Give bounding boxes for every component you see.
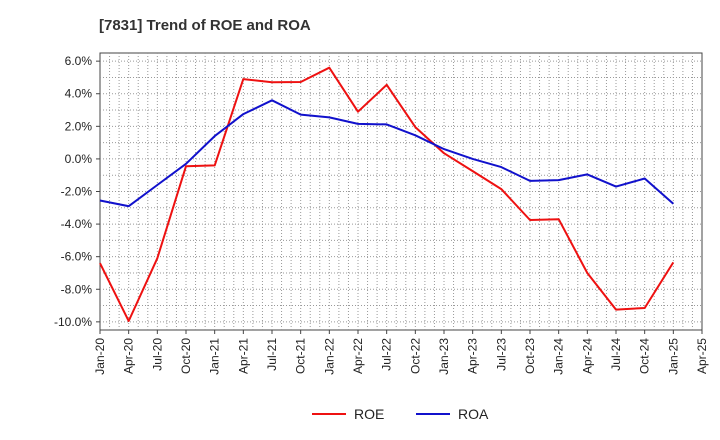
- legend-label-roe: ROE: [354, 406, 384, 422]
- x-tick-label: Oct-22: [408, 338, 422, 374]
- x-tick-label: Jan-24: [552, 338, 566, 375]
- legend: ROE ROA: [312, 406, 489, 422]
- x-axis-ticks: Jan-20 Apr-20 Jul-20 Oct-20 Jan-21 Apr-21 Jul-…: [93, 330, 709, 375]
- x-tick-label: Apr-20: [122, 338, 136, 374]
- x-tick-label: Jan-20: [93, 338, 107, 375]
- y-tick-label: -8.0%: [61, 282, 93, 296]
- x-tick-label: Jan-25: [666, 338, 680, 375]
- x-tick-label: Jul-23: [494, 338, 508, 371]
- legend-label-roa: ROA: [458, 406, 489, 422]
- x-tick-label: Jul-21: [265, 338, 279, 371]
- series-line-roe: [99, 66, 675, 322]
- x-tick-label: Jan-22: [322, 338, 336, 375]
- x-tick-label: Oct-20: [179, 338, 193, 374]
- x-tick-label: Apr-21: [236, 338, 250, 374]
- chart-title: [7831] Trend of ROE and ROA: [99, 17, 311, 34]
- x-tick-label: Jul-24: [609, 338, 623, 371]
- y-axis-ticks: 6.0% 4.0% 2.0% 0.0% -2.0% -4.0% -6.0% -8.0% -10.…: [54, 54, 100, 329]
- y-tick-label: 2.0%: [65, 119, 93, 133]
- series-line-roa: [99, 99, 674, 208]
- y-tick-label: 6.0%: [65, 54, 93, 68]
- y-tick-label: -2.0%: [61, 185, 93, 199]
- x-tick-label: Oct-23: [523, 338, 537, 374]
- x-tick-label: Jan-21: [208, 338, 222, 375]
- x-tick-label: Apr-24: [580, 338, 594, 374]
- y-tick-label: -4.0%: [61, 217, 93, 231]
- x-tick-label: Jan-23: [437, 338, 451, 375]
- y-tick-label: 0.0%: [65, 152, 93, 166]
- x-tick-label: Apr-23: [466, 338, 480, 374]
- x-tick-label: Apr-25: [695, 338, 709, 374]
- x-tick-label: Oct-24: [638, 338, 652, 374]
- x-tick-label: Jul-20: [150, 338, 164, 371]
- grid-lines: [100, 53, 702, 330]
- y-tick-label: 4.0%: [65, 87, 93, 101]
- x-tick-label: Apr-22: [351, 338, 365, 374]
- x-tick-label: Oct-21: [294, 338, 308, 374]
- y-tick-label: -6.0%: [61, 250, 93, 264]
- series-lines: [99, 66, 675, 322]
- x-tick-label: Jul-22: [380, 338, 394, 371]
- y-tick-label: -10.0%: [54, 315, 92, 329]
